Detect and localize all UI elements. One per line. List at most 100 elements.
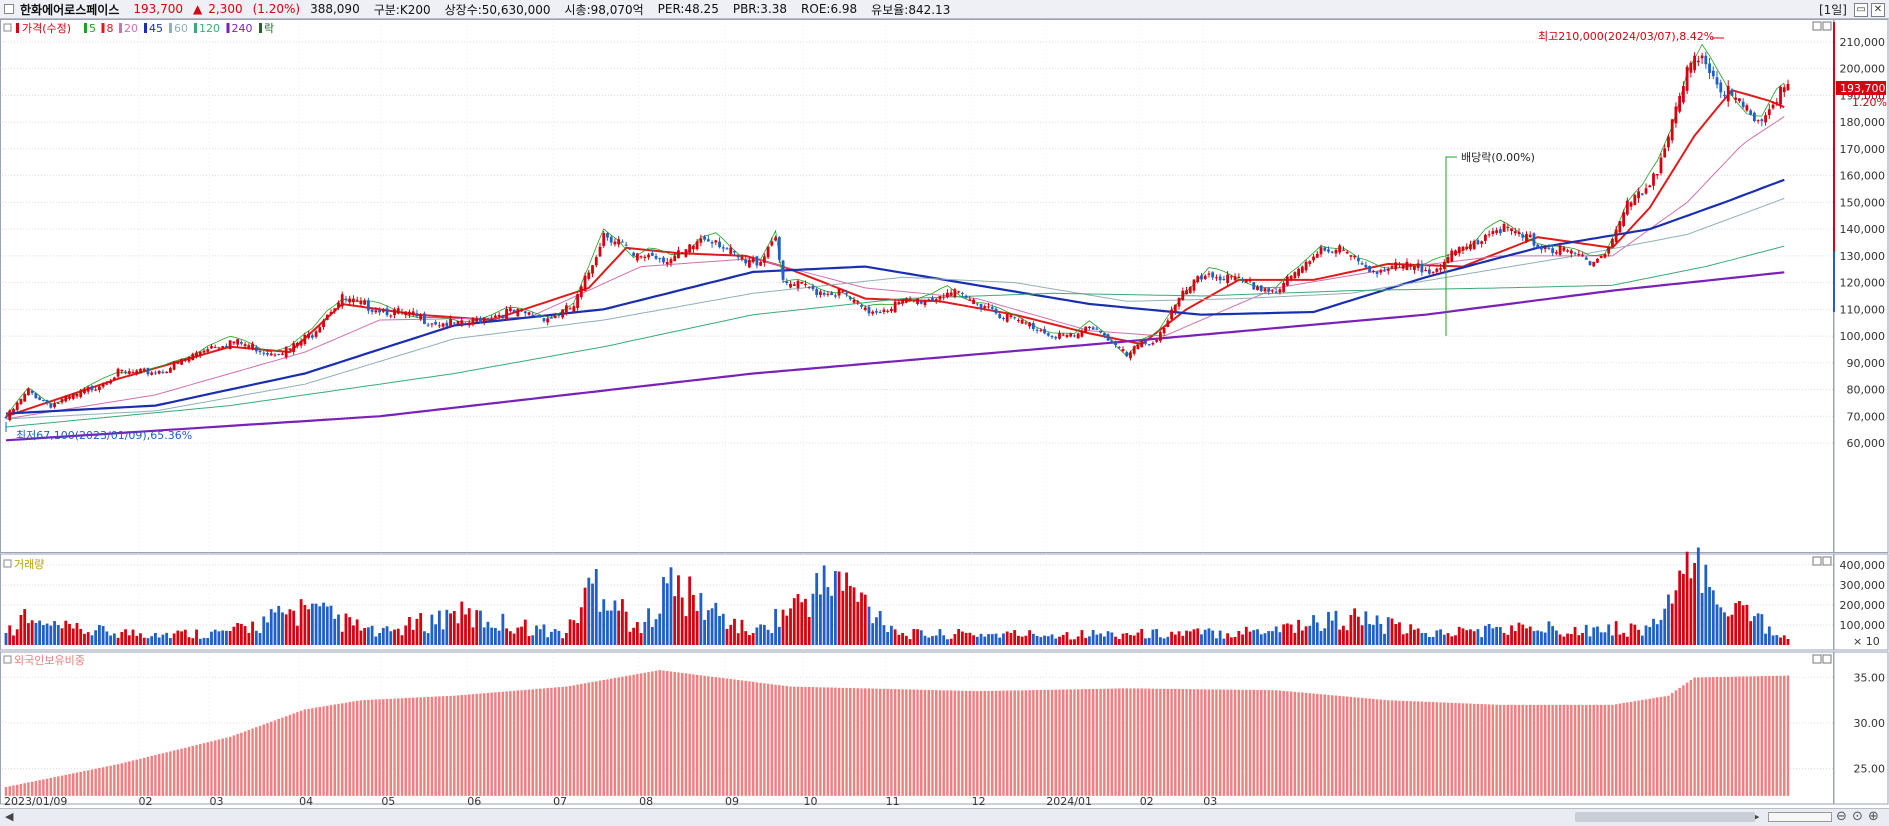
price-panel-max-button[interactable] bbox=[1812, 21, 1822, 31]
volume-bar bbox=[643, 621, 647, 645]
volume-bar bbox=[176, 630, 180, 645]
zoom-out-icon[interactable]: ⊖ bbox=[1836, 809, 1847, 824]
candle-body bbox=[471, 317, 475, 325]
volume-bar bbox=[916, 629, 919, 645]
candle-body bbox=[1756, 120, 1760, 122]
volume-bar bbox=[45, 623, 49, 645]
foreign-bar bbox=[1031, 689, 1035, 797]
candle-body bbox=[1439, 267, 1442, 270]
candle-body bbox=[1674, 106, 1678, 124]
foreign-bar bbox=[112, 764, 116, 797]
volume-bar bbox=[576, 623, 579, 645]
volume-axis-panel bbox=[1833, 553, 1889, 651]
chart-scrollbar[interactable]: ◀ ▶ ⊖ ⊙ ⊕ bbox=[0, 808, 1889, 826]
volume-bar bbox=[1756, 613, 1760, 645]
candle-body bbox=[1457, 247, 1461, 254]
volume-bar bbox=[1745, 604, 1749, 645]
foreign-bar bbox=[583, 682, 587, 797]
foreign-panel-close-button[interactable] bbox=[1822, 654, 1832, 664]
volume-bar bbox=[691, 594, 695, 645]
foreign-bar bbox=[1356, 697, 1360, 797]
volume-panel-close-button[interactable] bbox=[1822, 556, 1832, 566]
scroll-thumb[interactable] bbox=[1575, 812, 1755, 822]
price-panel-close-button[interactable] bbox=[1822, 21, 1832, 31]
volume-bar bbox=[1596, 626, 1599, 645]
candle-body bbox=[393, 309, 396, 316]
volume-bar bbox=[1241, 634, 1244, 645]
foreign-bar bbox=[116, 763, 120, 797]
volume-bar bbox=[1065, 632, 1069, 645]
candle-body bbox=[1237, 276, 1241, 278]
volume-bar bbox=[180, 631, 183, 645]
volume-bar bbox=[684, 616, 688, 645]
scroll-right-icon[interactable]: ▶ bbox=[1751, 810, 1760, 823]
foreign-bar bbox=[1106, 688, 1110, 797]
date-tick-label: 05 bbox=[381, 795, 395, 808]
candle-body bbox=[1749, 110, 1753, 115]
zoom-reset-icon[interactable]: ⊙ bbox=[1852, 809, 1863, 824]
foreign-bar bbox=[202, 742, 206, 797]
candle-body bbox=[284, 346, 288, 358]
foreign-bar bbox=[221, 738, 225, 797]
candle-body bbox=[1379, 270, 1383, 273]
candle-body bbox=[172, 361, 176, 370]
price-tick-label: 210,000 bbox=[1840, 36, 1886, 49]
candle-body bbox=[643, 256, 647, 259]
volume-bar bbox=[1005, 631, 1009, 645]
foreign-toggle-icon[interactable] bbox=[3, 655, 12, 664]
volume-bar bbox=[1173, 634, 1177, 645]
volume-bar bbox=[1401, 634, 1405, 645]
volume-bar bbox=[1767, 626, 1771, 645]
volume-bar bbox=[1308, 625, 1312, 645]
legend-toggle-icon[interactable] bbox=[3, 23, 12, 32]
foreign-bar bbox=[1181, 688, 1185, 797]
candle-body bbox=[340, 294, 344, 307]
candle-body bbox=[1715, 77, 1719, 85]
candle-body bbox=[1215, 277, 1218, 279]
date-tick-label: 06 bbox=[467, 795, 481, 808]
foreign-bar bbox=[643, 672, 647, 797]
candle-body bbox=[505, 308, 509, 321]
scroll-left-icon[interactable]: ◀ bbox=[5, 810, 14, 823]
candle-body bbox=[542, 318, 546, 322]
volume-bar bbox=[1136, 632, 1140, 645]
volume-bar bbox=[1353, 608, 1357, 645]
volume-toggle-icon[interactable] bbox=[3, 559, 12, 568]
volume-bar bbox=[1693, 563, 1697, 645]
zoom-slider[interactable] bbox=[1768, 812, 1832, 822]
foreign-panel-max-button[interactable] bbox=[1812, 654, 1822, 664]
volume-bar bbox=[1760, 614, 1764, 645]
foreign-bar bbox=[280, 717, 285, 797]
volume-bar bbox=[946, 639, 949, 645]
zoom-in-icon[interactable]: ⊕ bbox=[1868, 809, 1879, 824]
volume-bar bbox=[154, 633, 157, 645]
volume-bar bbox=[183, 629, 187, 645]
foreign-bar bbox=[1102, 688, 1106, 797]
volume-bar bbox=[236, 623, 240, 645]
window-menu-icon[interactable] bbox=[4, 4, 14, 14]
price-tick-label: 180,000 bbox=[1840, 116, 1886, 129]
foreign-bar bbox=[1536, 704, 1540, 797]
minimize-button[interactable]: ▭ bbox=[1854, 2, 1868, 17]
foreign-bar bbox=[908, 689, 912, 797]
foreign-bar bbox=[1368, 698, 1372, 797]
foreign-bar bbox=[1666, 695, 1671, 797]
candle-body bbox=[1345, 251, 1349, 254]
volume-bar bbox=[4, 633, 8, 645]
foreign-bar bbox=[774, 684, 778, 797]
foreign-bar bbox=[243, 731, 247, 797]
foreign-bar bbox=[1480, 703, 1484, 797]
candle-body bbox=[187, 356, 191, 362]
foreign-bar bbox=[706, 675, 710, 797]
candle-body bbox=[333, 308, 337, 312]
volume-bar bbox=[112, 633, 116, 645]
volume-bar bbox=[482, 627, 486, 645]
period-selector[interactable]: [1일] bbox=[1818, 3, 1847, 17]
foreign-bar bbox=[1420, 701, 1424, 797]
foreign-bar bbox=[1775, 675, 1779, 797]
candle-body bbox=[1125, 351, 1129, 357]
volume-bar bbox=[800, 602, 804, 645]
volume-bar bbox=[1271, 631, 1274, 645]
close-button[interactable]: ✕ bbox=[1871, 2, 1885, 17]
volume-panel-max-button[interactable] bbox=[1812, 556, 1822, 566]
